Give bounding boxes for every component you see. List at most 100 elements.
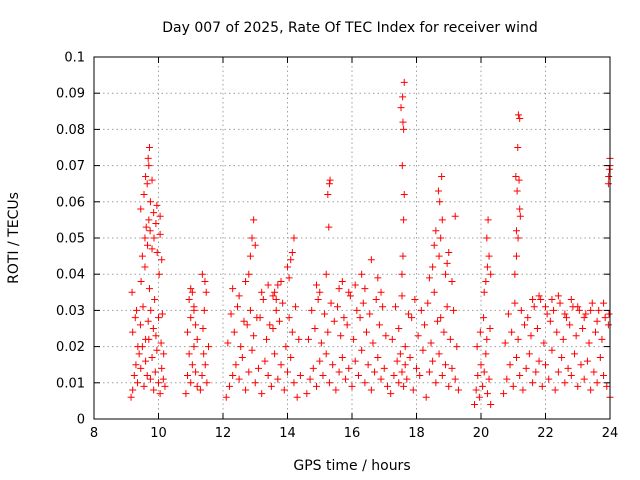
- data-point: [158, 364, 166, 372]
- data-point: [392, 303, 400, 311]
- data-point: [483, 263, 491, 271]
- data-point: [158, 256, 166, 264]
- data-point: [511, 299, 519, 307]
- data-point: [275, 317, 283, 325]
- data-point: [146, 198, 154, 206]
- data-point: [593, 317, 601, 325]
- data-point: [156, 212, 164, 220]
- data-point: [222, 393, 230, 401]
- data-point: [479, 382, 487, 390]
- data-point: [401, 361, 409, 369]
- data-point: [325, 379, 333, 387]
- data-point: [514, 111, 522, 119]
- x-tick-label: 18: [408, 426, 425, 441]
- data-point: [371, 368, 379, 376]
- data-point: [450, 306, 458, 314]
- y-tick-label: 0.1: [64, 51, 85, 66]
- data-point: [537, 296, 545, 304]
- data-point: [313, 382, 321, 390]
- data-point: [529, 296, 537, 304]
- data-point: [188, 288, 196, 296]
- data-point: [156, 230, 164, 238]
- data-point: [442, 270, 450, 278]
- data-point: [152, 332, 160, 340]
- data-point: [155, 379, 162, 387]
- data-point: [522, 364, 530, 372]
- data-point: [258, 288, 266, 296]
- data-point: [514, 234, 522, 242]
- data-point: [367, 256, 375, 264]
- data-point: [404, 310, 412, 318]
- data-point: [225, 382, 233, 390]
- data-point: [591, 328, 599, 336]
- data-point: [383, 382, 391, 390]
- data-point: [364, 361, 372, 369]
- data-point: [155, 270, 163, 278]
- data-point: [543, 310, 551, 318]
- data-point: [274, 375, 282, 383]
- data-point: [187, 379, 195, 387]
- data-point: [203, 379, 211, 387]
- data-point: [134, 343, 142, 351]
- data-point: [267, 382, 275, 390]
- data-point: [486, 325, 494, 332]
- data-point: [304, 335, 312, 343]
- data-point: [430, 241, 438, 249]
- data-point: [263, 335, 271, 343]
- data-point: [329, 361, 337, 369]
- data-point: [141, 234, 149, 242]
- data-point: [142, 223, 150, 231]
- data-point: [600, 299, 608, 307]
- x-tick-label: 24: [602, 426, 619, 441]
- data-point: [587, 306, 595, 314]
- data-point: [261, 357, 269, 365]
- data-point: [277, 277, 285, 285]
- data-point: [545, 375, 553, 383]
- data-point: [158, 310, 166, 318]
- data-point: [516, 212, 524, 220]
- data-point: [435, 252, 443, 260]
- data-point: [149, 325, 157, 332]
- data-point: [422, 393, 430, 401]
- data-point: [388, 335, 396, 343]
- data-point: [571, 350, 579, 358]
- data-point: [258, 390, 266, 398]
- data-point: [535, 357, 543, 365]
- data-point: [483, 234, 491, 242]
- data-point: [453, 343, 461, 351]
- data-point: [377, 288, 385, 296]
- data-point: [400, 382, 408, 390]
- data-point: [482, 350, 490, 358]
- data-point: [434, 187, 442, 195]
- data-point: [399, 93, 407, 101]
- data-point: [351, 357, 359, 365]
- data-point: [285, 274, 293, 282]
- data-point: [409, 386, 417, 394]
- data-point: [272, 296, 280, 304]
- data-point: [567, 372, 575, 380]
- data-point: [421, 321, 429, 329]
- data-point: [251, 241, 259, 249]
- data-point: [527, 332, 535, 340]
- data-point: [546, 317, 554, 325]
- data-point: [251, 379, 259, 387]
- data-point: [295, 335, 303, 343]
- x-tick-label: 16: [344, 426, 361, 441]
- data-point: [129, 386, 137, 394]
- data-point: [335, 368, 343, 376]
- data-point: [554, 368, 562, 376]
- data-point: [250, 216, 258, 224]
- data-point: [235, 292, 243, 300]
- data-point: [234, 303, 242, 311]
- data-point: [398, 292, 406, 300]
- data-point: [144, 317, 152, 325]
- data-point: [603, 382, 611, 390]
- data-point: [529, 379, 537, 387]
- data-point: [192, 368, 200, 376]
- data-point: [605, 172, 613, 180]
- data-point: [400, 191, 408, 199]
- data-point: [250, 332, 258, 340]
- data-point: [204, 343, 212, 351]
- data-point: [585, 339, 593, 347]
